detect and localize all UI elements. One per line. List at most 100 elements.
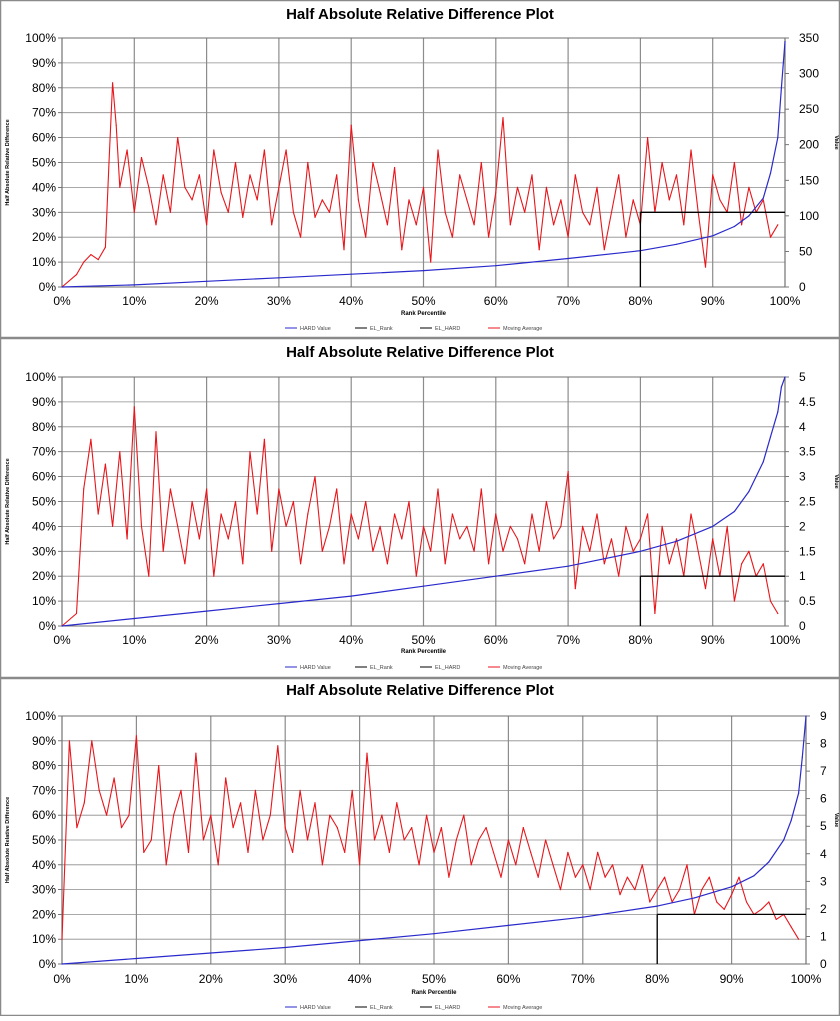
hard-value-point [210, 952, 212, 954]
plot-area [61, 37, 786, 288]
y-tick-label: 10% [32, 932, 56, 946]
y-tick-label: 50% [32, 495, 56, 509]
moving-average-point [589, 889, 591, 891]
hard-value-point [675, 243, 678, 245]
moving-average-point [515, 864, 517, 866]
chart-title: Half Absolute Relative Difference Plot [286, 6, 554, 23]
moving-average-point [278, 488, 280, 490]
moving-average-point [463, 814, 465, 816]
hard-value-point [753, 875, 755, 877]
moving-average-point [220, 513, 222, 515]
moving-average-point [299, 789, 301, 792]
legend-label: Moving Average [503, 326, 542, 332]
moving-average-point [83, 488, 85, 490]
hard-value-point [731, 886, 733, 888]
x-tick-label: 80% [628, 633, 652, 647]
y2-tick-label: 1 [799, 569, 806, 583]
hard-value-point [507, 924, 509, 927]
moving-average-point [647, 137, 649, 139]
moving-average-point [516, 186, 519, 188]
moving-average-point [495, 513, 497, 515]
hard-value-point [422, 270, 425, 272]
moving-average-point [76, 827, 78, 829]
moving-average-point [292, 211, 294, 213]
y2-tick-label: 7 [820, 764, 827, 778]
moving-average-point [198, 174, 200, 176]
moving-average-point [365, 500, 367, 503]
hard-value-point [582, 916, 584, 918]
legend-label: Moving Average [503, 665, 542, 671]
moving-average-point [61, 938, 63, 940]
legend-label: HARD Value [300, 665, 331, 671]
y-tick-label: 80% [32, 759, 56, 773]
moving-average-point [401, 538, 403, 540]
moving-average-point [191, 199, 193, 201]
y2-tick-label: 2 [799, 519, 806, 533]
moving-average-point [271, 224, 273, 226]
moving-average-point [300, 563, 302, 565]
moving-average-point [373, 839, 376, 841]
moving-average-point [567, 471, 569, 473]
y2-tick-label: 2 [820, 902, 827, 916]
moving-average-point [284, 827, 286, 829]
y-axis-label: Half Absolute Relative Difference [5, 797, 11, 883]
moving-average-point [625, 236, 627, 238]
moving-average-point [379, 191, 381, 193]
moving-average-point [545, 186, 548, 188]
moving-average-point [191, 500, 193, 503]
hard-value-point [350, 273, 352, 275]
x-axis-label: Rank Percentile [411, 990, 457, 996]
x-tick-label: 30% [267, 294, 291, 308]
moving-average-point [75, 274, 78, 276]
moving-average-point [538, 550, 540, 552]
x-tick-label: 60% [496, 972, 520, 986]
y2-tick-label: 3 [799, 470, 806, 484]
y2-axis-label: Value [833, 135, 839, 149]
moving-average-point [285, 525, 287, 528]
y2-tick-label: 0 [820, 957, 827, 971]
hard-value-point [748, 215, 750, 217]
hard-value-point [769, 172, 772, 174]
moving-average-point [336, 488, 338, 490]
moving-average-point [697, 550, 699, 552]
moving-average-point [639, 538, 642, 540]
moving-average-point [140, 156, 143, 159]
hard-value-point [762, 197, 764, 199]
moving-average-point [690, 513, 692, 515]
moving-average-point [690, 149, 692, 151]
moving-average-point [748, 550, 750, 552]
hard-value-point [777, 411, 779, 413]
y-tick-label: 40% [32, 519, 56, 533]
x-axis-label: Rank Percentile [401, 311, 447, 317]
moving-average-point [704, 266, 707, 268]
moving-average-point [206, 488, 208, 490]
moving-average-point [719, 199, 721, 201]
moving-average-point [242, 216, 244, 218]
moving-average-point [75, 612, 78, 615]
moving-average-point [444, 211, 446, 213]
moving-average-point [760, 908, 763, 911]
plot-area [61, 376, 786, 627]
moving-average-point [531, 174, 533, 176]
moving-average-point [165, 864, 167, 866]
moving-average-point [649, 901, 651, 903]
moving-average-point [509, 525, 511, 528]
moving-average-point [537, 876, 539, 878]
moving-average-point [582, 525, 584, 528]
moving-average-point [278, 186, 280, 188]
moving-average-point [198, 538, 200, 540]
x-tick-label: 100% [770, 633, 801, 647]
moving-average-point [589, 224, 591, 226]
moving-average-point [180, 789, 182, 792]
x-tick-label: 100% [791, 972, 822, 986]
legend-label: EL_Rank [370, 665, 393, 671]
hard-value-point [780, 386, 783, 388]
moving-average-point [603, 249, 605, 251]
y-tick-label: 80% [32, 81, 56, 95]
hard-value-point [712, 525, 714, 528]
moving-average-point [234, 161, 237, 164]
hard-value-point [567, 565, 569, 567]
moving-average-point [162, 550, 164, 552]
moving-average-point [187, 851, 190, 854]
